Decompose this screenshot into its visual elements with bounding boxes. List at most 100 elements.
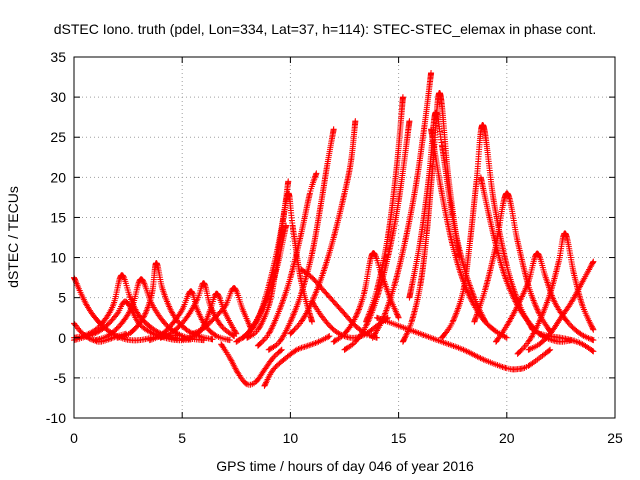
data-point-marker xyxy=(536,318,543,325)
data-point-marker xyxy=(278,346,285,353)
data-point-marker xyxy=(271,365,278,372)
data-point-marker xyxy=(443,329,450,336)
y-tick-label: 30 xyxy=(50,89,66,105)
data-point-marker xyxy=(263,379,270,386)
data-point-marker xyxy=(112,327,119,334)
series xyxy=(114,260,216,343)
data-point-marker xyxy=(570,295,577,302)
data-point-marker xyxy=(139,277,146,284)
data-point-marker xyxy=(449,318,456,325)
data-point-marker xyxy=(550,297,557,304)
data-point-marker xyxy=(533,305,540,312)
data-point-marker xyxy=(257,310,264,317)
series xyxy=(71,272,181,342)
data-point-marker xyxy=(468,297,475,304)
data-point-marker xyxy=(536,253,543,260)
data-point-marker xyxy=(276,306,283,313)
data-point-marker xyxy=(395,314,402,321)
y-tick-label: 5 xyxy=(58,290,66,306)
data-point-marker xyxy=(190,330,197,337)
y-axis-label: dSTEC / TECUs xyxy=(5,186,21,288)
data-point-marker xyxy=(168,308,175,315)
x-tick-label: 5 xyxy=(178,430,186,446)
data-point-marker xyxy=(503,334,510,341)
data-point-marker xyxy=(288,317,295,324)
series xyxy=(309,298,391,341)
x-tick-label: 20 xyxy=(499,430,515,446)
data-point-marker xyxy=(233,330,240,337)
series xyxy=(190,285,255,337)
series xyxy=(492,250,597,345)
data-point-marker xyxy=(113,325,120,332)
data-point-marker xyxy=(590,326,597,333)
x-tick-label: 25 xyxy=(607,430,623,446)
series xyxy=(536,330,597,355)
x-tick-label: 15 xyxy=(391,430,407,446)
data-point-marker xyxy=(590,337,597,344)
y-tick-label: 10 xyxy=(50,250,66,266)
data-point-marker xyxy=(587,263,594,270)
chart-title: dSTEC Iono. truth (pdel, Lon=334, Lat=37… xyxy=(54,21,597,37)
data-point-marker xyxy=(83,331,90,338)
data-point-marker xyxy=(590,258,597,265)
data-point-marker xyxy=(215,292,222,299)
y-tick-label: 15 xyxy=(50,209,66,225)
data-point-marker xyxy=(566,321,573,328)
data-point-marker xyxy=(120,273,127,280)
data-point-marker xyxy=(83,301,90,308)
data-point-marker xyxy=(285,178,292,185)
data-point-marker xyxy=(467,294,474,301)
data-point-marker xyxy=(371,250,378,257)
data-point-marker xyxy=(257,340,264,347)
data-point-marker xyxy=(469,299,476,306)
data-point-marker xyxy=(142,310,149,317)
data-point-marker xyxy=(289,314,296,321)
plot-frame xyxy=(73,56,616,419)
data-point-marker xyxy=(382,310,389,317)
series xyxy=(363,94,406,325)
data-point-marker xyxy=(402,333,409,340)
data-point-marker xyxy=(401,335,408,342)
data-point-marker xyxy=(258,308,265,315)
data-point-marker xyxy=(257,309,264,316)
data-point-marker xyxy=(271,353,278,360)
series xyxy=(244,190,316,341)
data-point-marker xyxy=(515,301,522,308)
data-point-marker xyxy=(352,118,359,125)
data-point-marker xyxy=(169,309,176,316)
data-point-marker xyxy=(330,126,337,133)
y-tick-label: -5 xyxy=(54,370,67,386)
data-point-marker xyxy=(72,277,79,284)
x-tick-label: 10 xyxy=(283,430,299,446)
data-point-marker xyxy=(551,325,558,332)
data-point-marker xyxy=(163,321,170,328)
series xyxy=(146,288,233,344)
data-point-marker xyxy=(277,347,284,354)
data-point-marker xyxy=(534,307,541,314)
y-tick-label: -10 xyxy=(46,410,66,426)
data-point-marker xyxy=(258,306,265,313)
data-point-marker xyxy=(354,310,361,317)
series xyxy=(514,230,597,357)
data-point-marker xyxy=(587,320,594,327)
data-point-marker xyxy=(352,313,359,320)
data-point-marker xyxy=(140,313,147,320)
data-point-marker xyxy=(507,317,514,324)
data-point-marker xyxy=(502,334,509,341)
series xyxy=(330,250,402,345)
data-point-marker xyxy=(85,330,92,337)
data-point-marker xyxy=(277,305,284,312)
series xyxy=(254,170,320,349)
data-point-marker xyxy=(159,333,166,340)
data-point-marker xyxy=(450,316,457,323)
series xyxy=(471,190,554,335)
series xyxy=(265,126,337,353)
data-point-marker xyxy=(246,333,253,340)
axis-ticks: 0 5 10 15 20 25 -10 -5 0 5 10 15 20 25 30 35 xyxy=(46,49,623,446)
data-point-marker xyxy=(344,344,351,351)
data-point-marker xyxy=(353,312,360,319)
data-points xyxy=(71,70,597,389)
data-point-marker xyxy=(452,313,459,320)
data-point-marker xyxy=(290,327,297,334)
